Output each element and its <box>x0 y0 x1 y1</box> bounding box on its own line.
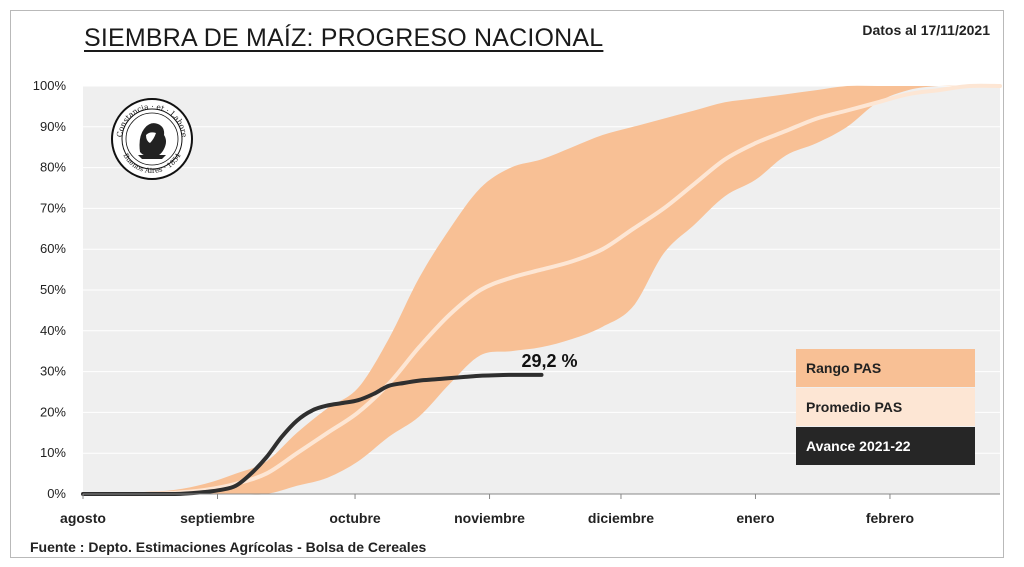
legend-rango-pas: Rango PAS <box>796 349 975 387</box>
legend-promedio-pas: Promedio PAS <box>796 388 975 426</box>
y-tick-label: 20% <box>40 404 66 419</box>
x-tick-label: septiembre <box>180 510 255 526</box>
y-tick-label: 10% <box>40 445 66 460</box>
y-tick-label: 60% <box>40 241 66 256</box>
source-note: Fuente : Depto. Estimaciones Agrícolas -… <box>30 539 427 555</box>
bolsa-de-cereales-seal: Constancia · et · Labore Buenos Aires · … <box>110 97 194 181</box>
x-tick-label: enero <box>736 510 774 526</box>
y-tick-label: 70% <box>40 200 66 215</box>
y-tick-label: 30% <box>40 364 66 379</box>
date-note: Datos al 17/11/2021 <box>862 22 990 38</box>
current-season-line <box>81 372 544 497</box>
axes: 0% 10% 20% 30% 40% 50% 60% 70% 80% 90% 100% agosto s… <box>33 78 1000 526</box>
y-tick-label: 40% <box>40 323 66 338</box>
y-tick-label: 100% <box>33 78 67 93</box>
range-band <box>83 85 1000 495</box>
current-value-label: 29,2 % <box>522 351 578 371</box>
chart-title: SIEMBRA DE MAÍZ: PROGRESO NACIONAL <box>84 24 604 52</box>
x-tick-label: agosto <box>60 510 106 526</box>
y-tick-label: 80% <box>40 160 66 175</box>
x-tick-label: diciembre <box>588 510 654 526</box>
x-tick-label: octubre <box>329 510 381 526</box>
x-tick-label: febrero <box>866 510 914 526</box>
x-tick-label: noviembre <box>454 510 525 526</box>
y-tick-label: 0% <box>47 486 66 501</box>
y-tick-label: 50% <box>40 282 66 297</box>
y-tick-label: 90% <box>40 119 66 134</box>
legend-avance-2021-22: Avance 2021-22 <box>796 427 975 465</box>
chart-marks <box>81 83 1002 497</box>
